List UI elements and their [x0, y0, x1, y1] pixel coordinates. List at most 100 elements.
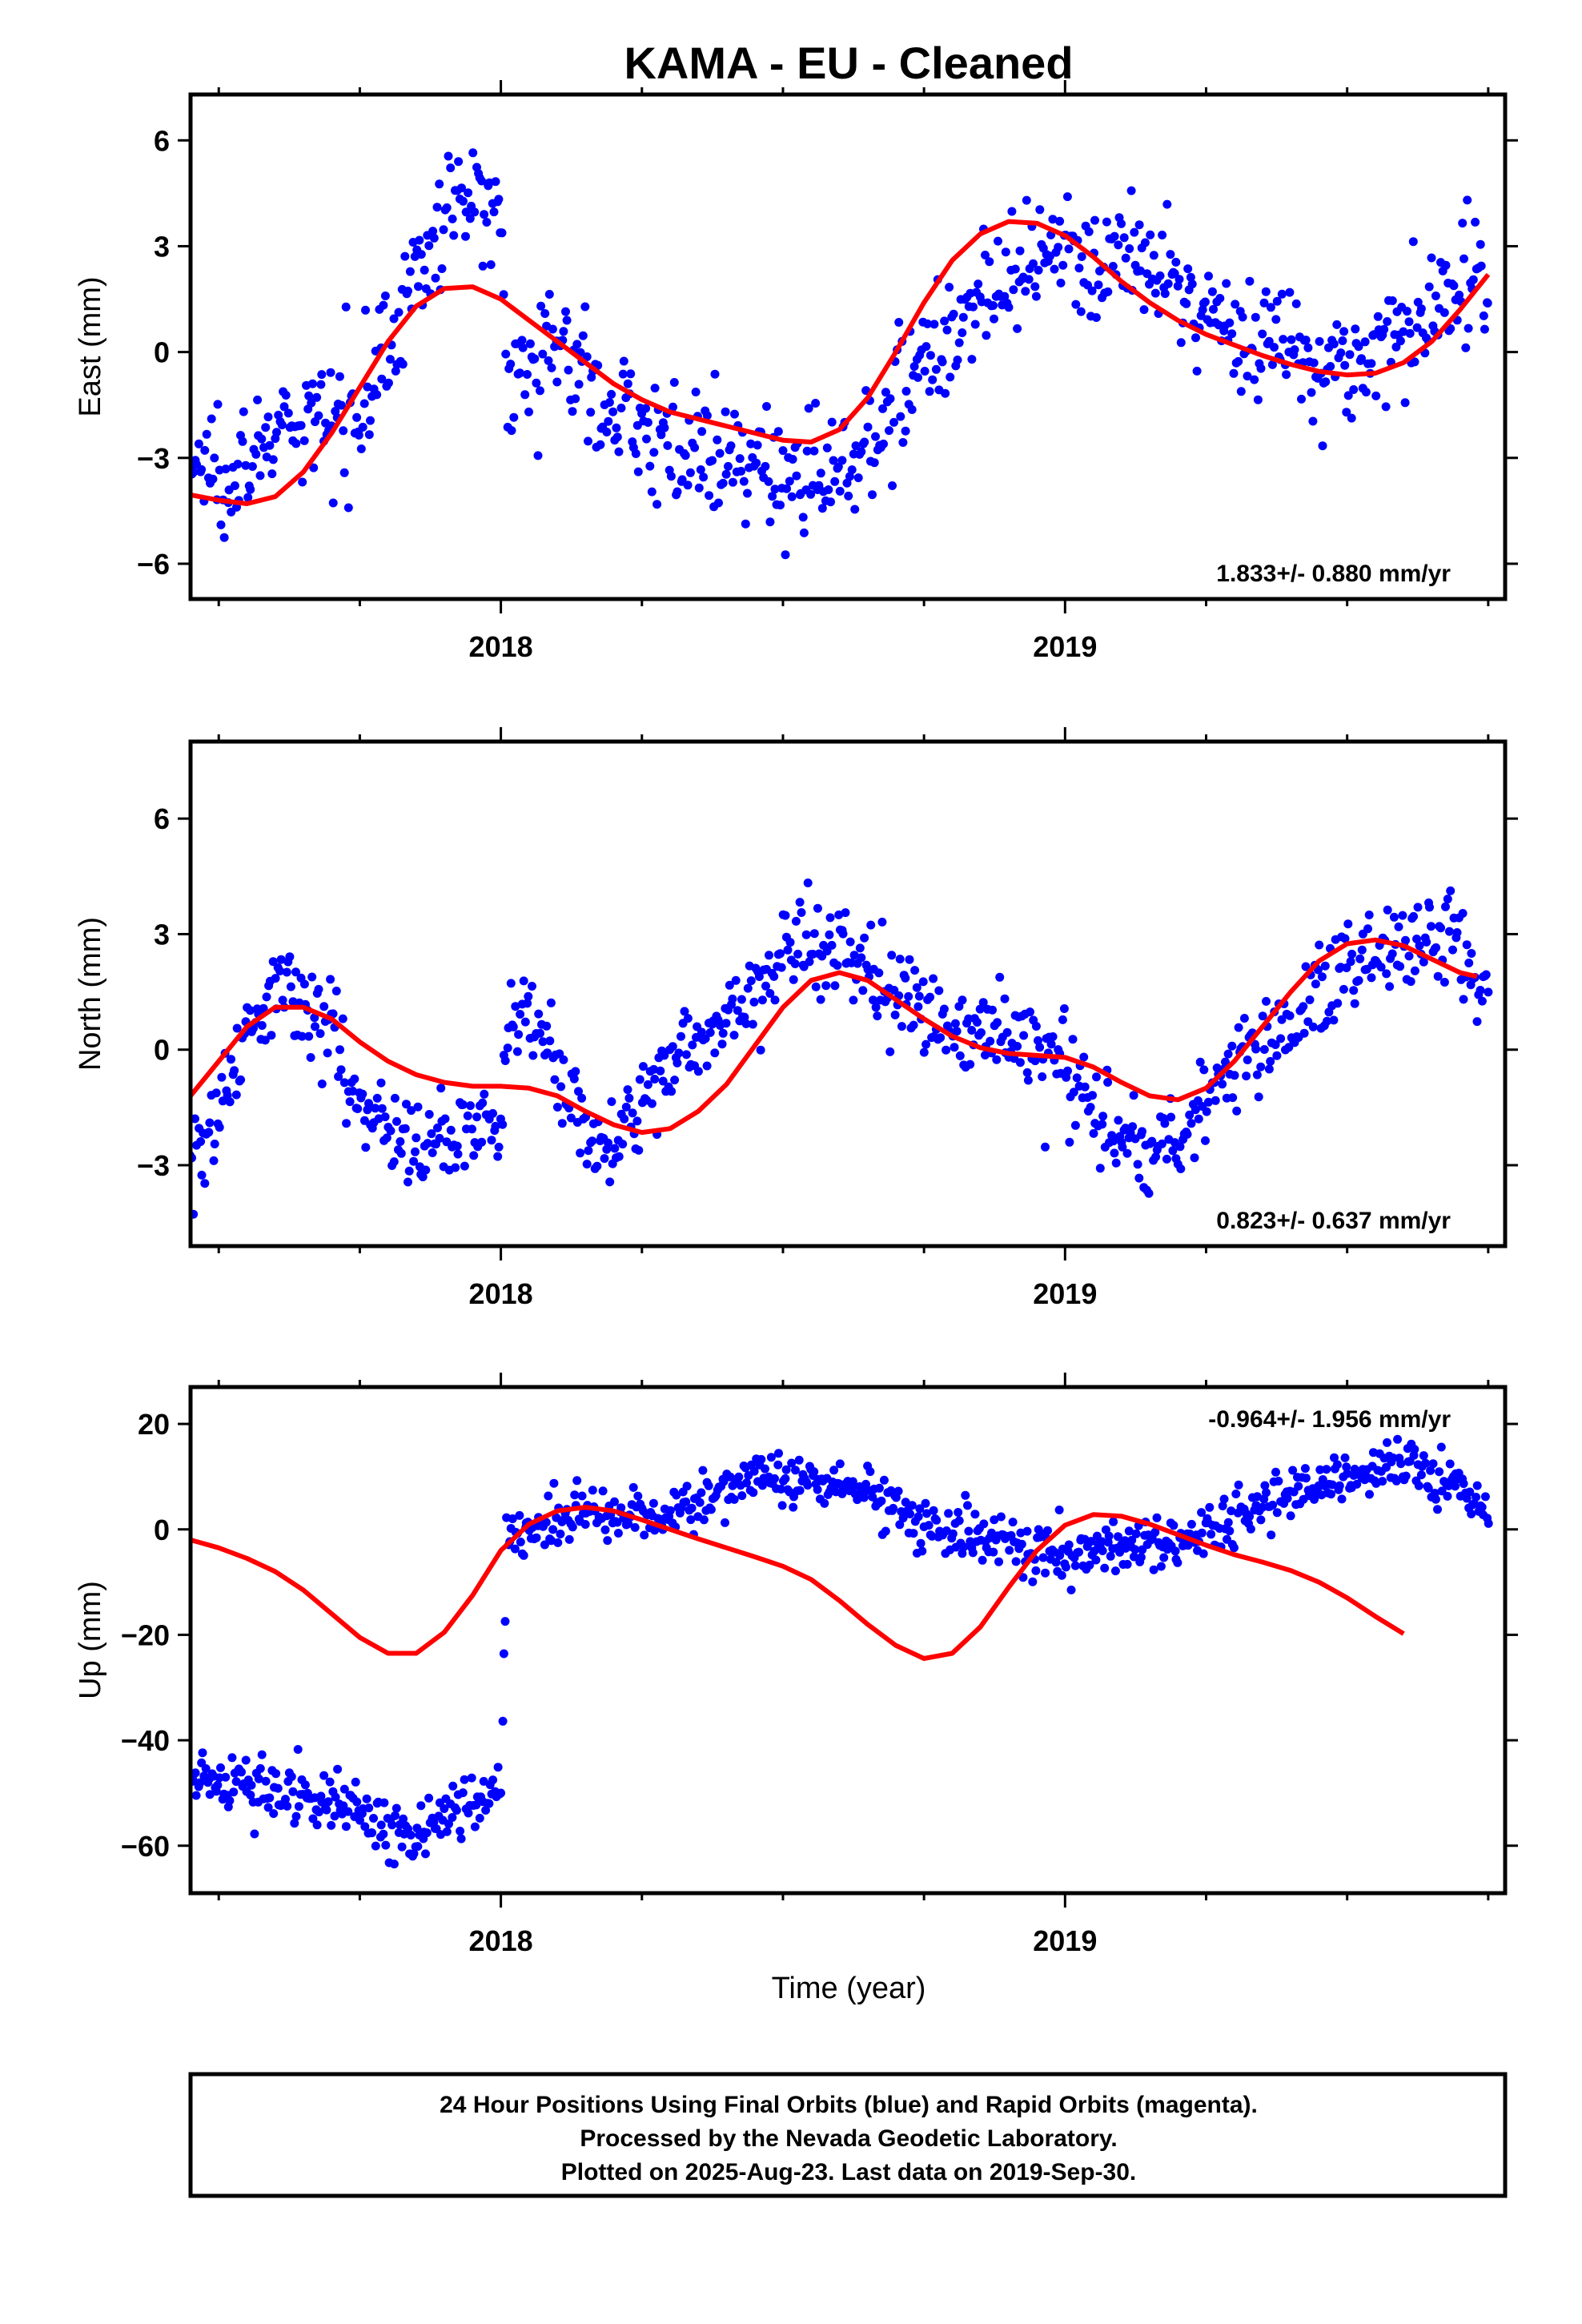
data-point: [508, 1514, 517, 1523]
data-point: [1260, 1481, 1270, 1490]
panel-0: 2018 2019 −6 −3 0 3 6 East (mm) 1.833+/- 0.880 m…: [74, 80, 1518, 663]
data-point: [1234, 1480, 1243, 1490]
data-point: [1410, 357, 1419, 367]
data-point: [353, 1104, 363, 1113]
x-axis-label: Time (year): [772, 1972, 926, 2005]
data-point: [1170, 1546, 1180, 1556]
data-point: [208, 474, 218, 484]
data-point: [743, 983, 753, 993]
data-point: [914, 991, 924, 1001]
data-point: [792, 471, 801, 480]
data-point: [285, 952, 295, 962]
y-axis-label: Up (mm): [74, 1581, 107, 1699]
data-point: [787, 1458, 797, 1468]
data-point: [1243, 1055, 1252, 1064]
data-point: [251, 449, 261, 459]
data-point: [449, 231, 459, 240]
data-point: [533, 451, 543, 460]
y-tick-label: 6: [154, 802, 170, 835]
data-point: [1277, 289, 1287, 299]
data-point: [1444, 1481, 1453, 1490]
data-point: [336, 1065, 346, 1075]
data-point: [571, 1067, 580, 1076]
data-point: [1378, 1477, 1387, 1486]
data-point: [1329, 1015, 1339, 1025]
data-point: [1150, 1527, 1160, 1537]
data-point: [1329, 340, 1339, 348]
data-point: [614, 447, 624, 456]
data-point: [1367, 359, 1376, 368]
data-point: [281, 1795, 290, 1804]
plot-frame: [188, 92, 1508, 601]
data-point: [196, 1137, 206, 1146]
data-point: [803, 1481, 813, 1490]
data-point: [1301, 962, 1311, 971]
data-point: [696, 465, 705, 474]
data-point: [1035, 205, 1045, 215]
data-point: [282, 967, 291, 977]
data-point: [350, 1074, 359, 1084]
data-point: [934, 986, 944, 995]
data-point: [632, 1116, 642, 1126]
data-point: [1471, 217, 1480, 227]
data-point: [314, 984, 323, 994]
data-point: [572, 340, 582, 349]
data-point: [1118, 1142, 1127, 1152]
data-point: [970, 320, 980, 329]
data-point: [1279, 335, 1288, 344]
data-point: [1428, 1459, 1438, 1469]
data-point: [387, 1820, 397, 1830]
data-point: [705, 1027, 715, 1037]
data-point: [1223, 1049, 1233, 1059]
data-point: [761, 1464, 769, 1474]
data-point: [1002, 1027, 1012, 1037]
data-point: [945, 283, 954, 292]
data-point: [921, 342, 931, 352]
data-point: [1261, 287, 1271, 296]
data-point: [404, 1166, 414, 1176]
data-point: [221, 464, 231, 474]
data-point: [996, 1512, 1006, 1522]
data-point: [968, 1548, 978, 1558]
y-tick-label: −6: [137, 548, 170, 581]
data-point: [1299, 1028, 1309, 1038]
data-point: [781, 550, 790, 560]
data-point: [1413, 297, 1423, 307]
data-point: [498, 1120, 508, 1129]
data-point: [967, 355, 977, 364]
data-point: [1262, 1488, 1271, 1498]
data-point: [1000, 994, 1010, 1003]
data-point: [442, 203, 452, 212]
data-point: [307, 972, 317, 982]
data-point: [431, 273, 440, 283]
data-point: [272, 428, 281, 437]
data-point: [1446, 886, 1456, 895]
data-point: [1140, 238, 1150, 247]
data-point: [507, 426, 516, 436]
data-point: [392, 1116, 401, 1126]
data-point: [416, 250, 426, 259]
data-point: [1121, 253, 1130, 263]
data-point: [460, 1161, 469, 1171]
data-point: [681, 451, 690, 460]
y-tick-label: 3: [154, 230, 170, 263]
data-point: [1095, 1164, 1105, 1173]
model-curve: [191, 937, 1478, 1136]
data-point: [355, 1815, 364, 1825]
data-point: [1410, 966, 1419, 975]
data-point: [198, 1748, 207, 1758]
data-point: [764, 476, 773, 486]
data-point: [665, 1506, 675, 1515]
data-point: [603, 1536, 612, 1546]
data-point: [1074, 263, 1084, 273]
data-point: [550, 1075, 560, 1084]
data-point: [356, 444, 366, 453]
data-point: [229, 1787, 239, 1797]
data-point: [442, 1827, 452, 1836]
data-point: [540, 1540, 549, 1550]
data-point: [1149, 251, 1158, 260]
data-point: [753, 440, 762, 450]
data-point: [686, 1515, 696, 1525]
data-point: [1013, 324, 1022, 333]
data-point: [523, 999, 532, 1008]
